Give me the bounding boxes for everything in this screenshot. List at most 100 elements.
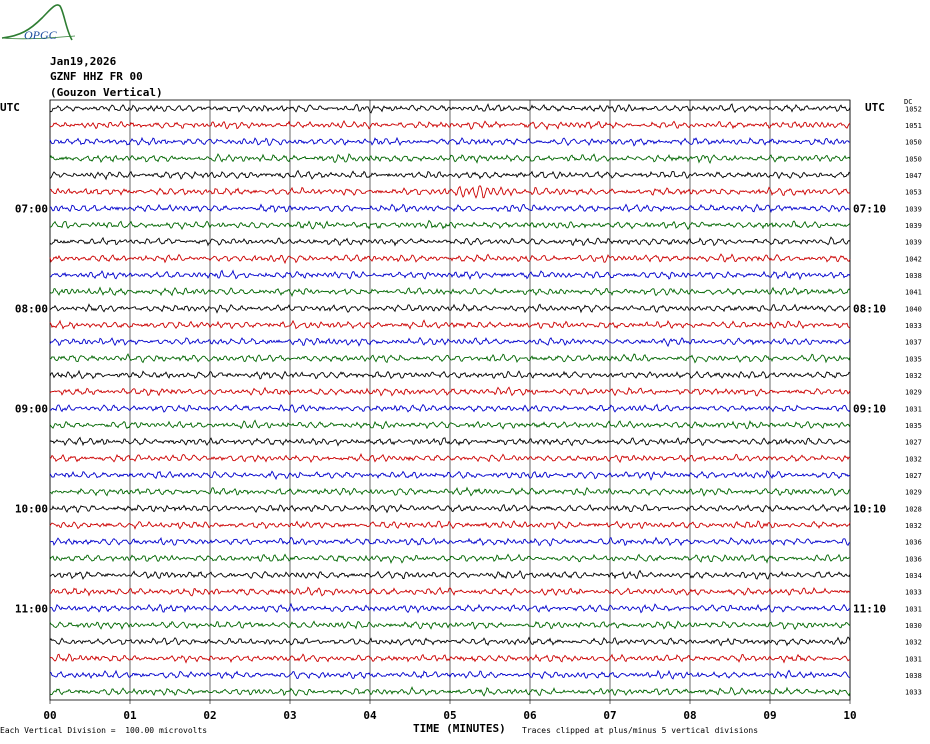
dc-offset-label: 1039 <box>905 239 922 247</box>
dc-offset-label: 1047 <box>905 172 922 180</box>
left-time-label: 10:00 <box>15 502 48 515</box>
trace-15 <box>49 353 851 364</box>
dc-offset-label: 1053 <box>905 189 922 197</box>
dc-offset-label: 1029 <box>905 389 922 397</box>
dc-offset-label: 1039 <box>905 205 922 213</box>
trace-6 <box>49 203 851 214</box>
trace-8 <box>49 236 851 247</box>
trace-28 <box>49 569 851 580</box>
right-time-label: 10:10 <box>853 502 886 515</box>
dc-offset-label: 1041 <box>905 289 922 297</box>
trace-11 <box>49 286 851 298</box>
trace-24 <box>49 503 851 514</box>
trace-16 <box>49 369 851 380</box>
dc-offset-label: 1039 <box>905 222 922 230</box>
left-time-label: 11:00 <box>15 602 48 615</box>
dc-offset-label: 1031 <box>905 605 922 613</box>
record-date: Jan19,2026 <box>50 55 117 68</box>
dc-offset-label: 1042 <box>905 255 922 263</box>
trace-20 <box>49 436 851 447</box>
dc-offset-label: 1035 <box>905 422 922 430</box>
x-tick-label: 01 <box>123 709 137 722</box>
logo-swoosh <box>1 35 76 40</box>
dc-offset-label: 1033 <box>905 689 922 697</box>
dc-offset-label: 1038 <box>905 672 922 680</box>
x-tick-label: 03 <box>283 709 296 722</box>
logo-text: OPGC <box>24 28 58 42</box>
dc-offset-label: 1027 <box>905 472 922 480</box>
right-time-label: 09:10 <box>853 402 886 415</box>
x-tick-label: 02 <box>203 709 216 722</box>
x-tick-label: 10 <box>843 709 856 722</box>
trace-32 <box>49 636 851 647</box>
scale-note: Each Vertical Division = 100.00 microvol… <box>0 726 208 735</box>
dc-offset-label: 1030 <box>905 622 922 630</box>
right-time-label: 08:10 <box>853 302 886 315</box>
dc-offset-label: 1050 <box>905 139 922 147</box>
dc-offset-label: 1031 <box>905 405 922 413</box>
clip-note: Traces clipped at plus/minus 5 vertical … <box>522 726 759 735</box>
trace-10 <box>49 269 851 281</box>
dc-offset-label: 1034 <box>905 572 922 580</box>
trace-14 <box>49 336 851 348</box>
utc-label-left: UTC <box>0 101 20 114</box>
dc-header: DC <box>904 98 913 106</box>
trace-5 <box>49 185 851 199</box>
x-tick-label: 08 <box>683 709 696 722</box>
x-tick-label: 05 <box>443 709 456 722</box>
trace-25 <box>49 520 851 530</box>
dc-offset-label: 1040 <box>905 305 922 313</box>
trace-34 <box>49 669 851 680</box>
left-time-label: 07:00 <box>15 202 48 215</box>
dc-offset-label: 1037 <box>905 339 922 347</box>
right-time-label: 11:10 <box>853 602 886 615</box>
trace-30 <box>49 602 851 614</box>
dc-offset-label: 1038 <box>905 272 922 280</box>
dc-offset-label: 1029 <box>905 489 922 497</box>
dc-offset-label: 1032 <box>905 455 922 463</box>
station-code: GZNF HHZ FR 00 <box>50 70 143 83</box>
trace-21 <box>49 452 851 464</box>
trace-23 <box>49 486 851 497</box>
dc-offset-label: 1036 <box>905 555 922 563</box>
trace-17 <box>49 386 851 397</box>
logo-curve <box>1 4 73 41</box>
traces <box>49 103 851 697</box>
trace-9 <box>49 253 851 265</box>
dc-offset-label: 1032 <box>905 522 922 530</box>
trace-2 <box>49 136 851 147</box>
trace-22 <box>49 470 851 481</box>
trace-19 <box>49 419 851 430</box>
right-time-label: 07:10 <box>853 202 886 215</box>
dc-offset-label: 1033 <box>905 322 922 330</box>
dc-offset-label: 1035 <box>905 355 922 363</box>
trace-31 <box>49 620 851 631</box>
trace-0 <box>49 103 851 114</box>
dc-offset-label: 1050 <box>905 155 922 163</box>
trace-35 <box>49 686 851 697</box>
trace-4 <box>49 169 851 181</box>
trace-12 <box>49 303 851 314</box>
trace-27 <box>49 553 851 565</box>
dc-offset-label: 1052 <box>905 105 922 113</box>
x-tick-label: 06 <box>523 709 537 722</box>
dc-offset-label: 1032 <box>905 639 922 647</box>
station-site: (Gouzon Vertical) <box>50 86 163 99</box>
trace-1 <box>49 120 851 131</box>
trace-7 <box>49 219 851 231</box>
trace-33 <box>49 653 851 664</box>
dc-offset-label: 1027 <box>905 439 922 447</box>
x-tick-label: 04 <box>363 709 377 722</box>
x-tick-label: 07 <box>603 709 616 722</box>
opgc-logo: OPGC <box>1 4 76 42</box>
trace-3 <box>49 153 851 164</box>
x-tick-label: 09 <box>763 709 776 722</box>
left-time-label: 09:00 <box>15 402 48 415</box>
plot-grid <box>49 99 851 704</box>
left-time-label: 08:00 <box>15 302 48 315</box>
x-tick-label: 00 <box>43 709 56 722</box>
dc-offset-label: 1031 <box>905 655 922 663</box>
trace-18 <box>49 403 851 413</box>
dc-offset-label: 1051 <box>905 122 922 130</box>
